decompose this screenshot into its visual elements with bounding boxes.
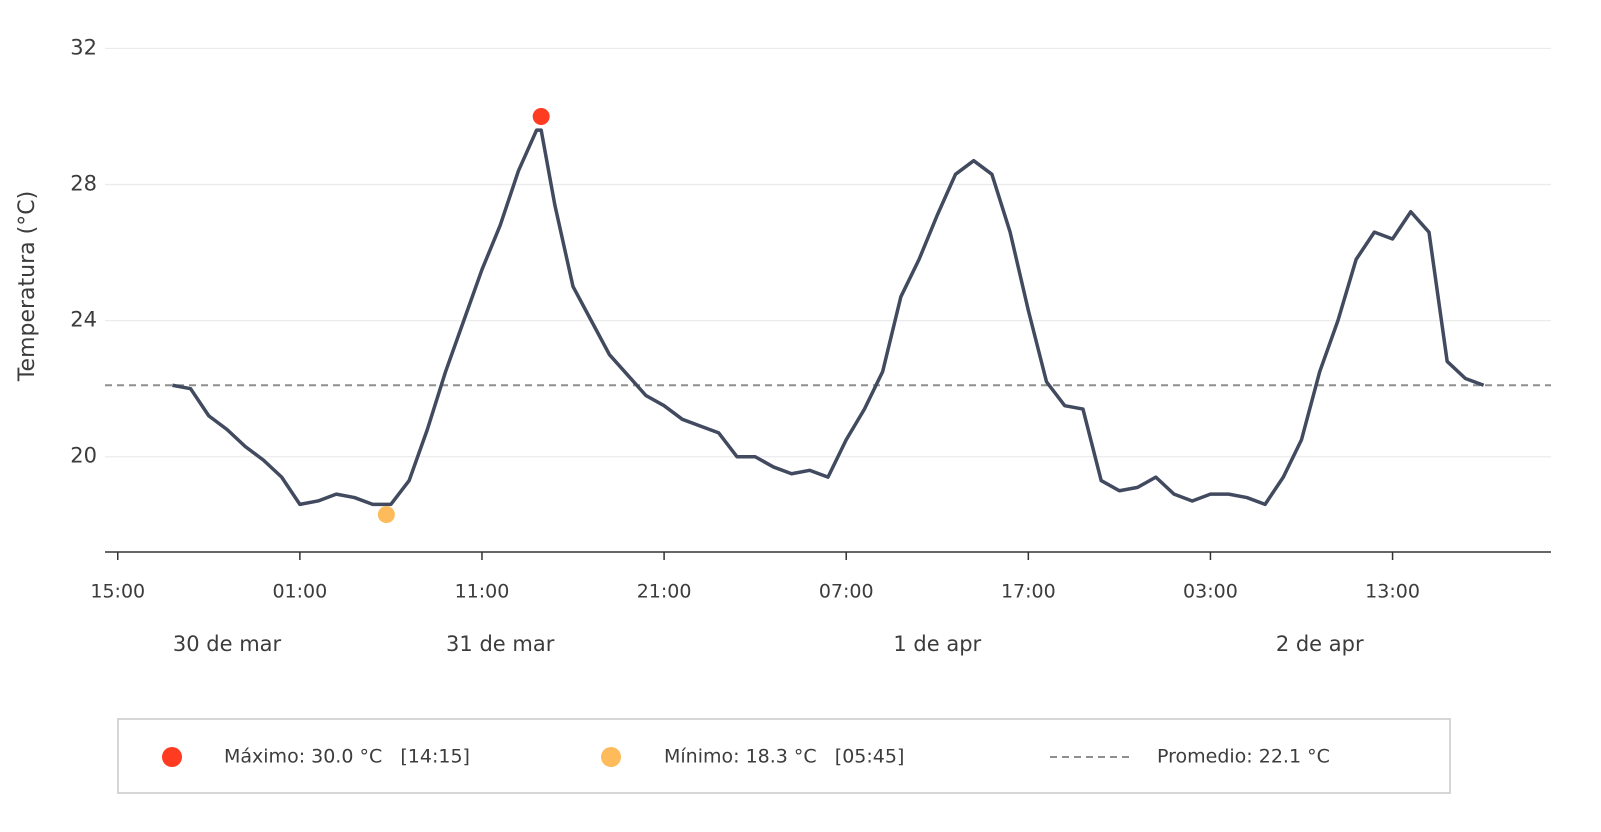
day-label: 1 de apr — [893, 632, 981, 656]
y-tick-label: 24 — [70, 308, 97, 332]
x-tick-label: 13:00 — [1365, 581, 1420, 603]
max-marker — [532, 107, 550, 125]
day-label: 31 de mar — [446, 632, 555, 656]
legend-max-label: Máximo: 30.0 °C [14:15] — [224, 746, 470, 768]
y-tick-label: 32 — [70, 35, 97, 59]
min-marker — [377, 506, 395, 524]
y-tick-label: 28 — [70, 172, 97, 196]
x-tick-label: 21:00 — [637, 581, 692, 603]
legend-mean-label: Promedio: 22.1 °C — [1157, 746, 1330, 768]
legend-box — [117, 718, 1451, 794]
x-tick-label: 15:00 — [90, 581, 145, 603]
x-tick-label: 03:00 — [1183, 581, 1238, 603]
day-label: 30 de mar — [173, 632, 282, 656]
temperature-line — [172, 128, 1485, 507]
x-tick-label: 01:00 — [272, 581, 327, 603]
day-label: 2 de apr — [1276, 632, 1364, 656]
legend-min-label: Mínimo: 18.3 °C [05:45] — [664, 746, 904, 768]
x-tick-label: 11:00 — [455, 581, 510, 603]
legend-max-dot — [162, 747, 182, 767]
y-tick-label: 20 — [70, 444, 97, 468]
legend-min-dot — [601, 747, 621, 767]
x-tick-label: 07:00 — [819, 581, 874, 603]
x-tick-label: 17:00 — [1001, 581, 1056, 603]
y-axis-label: Temperatura (°C) — [15, 191, 40, 382]
